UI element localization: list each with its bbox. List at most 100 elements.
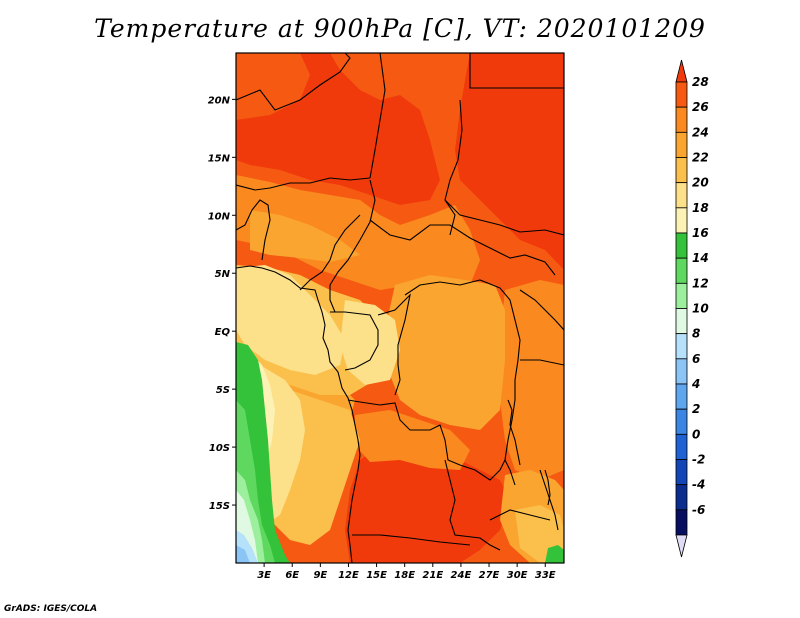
lon-tick-label: 33E [535, 570, 556, 581]
colorbar-box [675, 333, 688, 360]
colorbar-box [675, 232, 688, 259]
lake-malawi [544, 469, 551, 506]
border-drc-angola [347, 399, 461, 466]
coastline [236, 265, 361, 563]
region-southeast-14 [545, 545, 564, 563]
border-east-lakes [499, 287, 521, 461]
lon-tick-label: 9E [313, 570, 327, 581]
colorbar-label: 0 [692, 427, 700, 441]
colorbar-box [675, 207, 688, 234]
colorbar-box [675, 182, 688, 209]
lon-tick-label: 24E [451, 570, 472, 581]
border-nigeria-north [236, 177, 371, 191]
border-namibia [352, 534, 471, 546]
colorbar-box [675, 282, 688, 309]
longitude-axis: 3E 6E 9E 12E 15E 18E 21E 24E 27E 30E 33E [257, 563, 556, 581]
lon-tick-label: 12E [338, 570, 359, 581]
region-congo-inland-18 [340, 300, 400, 385]
border-cameroon [329, 179, 376, 313]
colorbar-label: -6 [692, 503, 705, 517]
border-zambia-drc [459, 458, 516, 486]
border-gabon-congo [330, 311, 379, 371]
lat-tick-label: 15N [208, 153, 231, 164]
colorbar-label: 8 [692, 327, 700, 341]
region-zambia-hot [345, 440, 510, 563]
lat-tick-label: 20N [208, 95, 231, 106]
border-sudan-south [444, 199, 564, 236]
lon-tick-label: 18E [394, 570, 415, 581]
colorbar-box [675, 509, 688, 536]
colorbar-box [675, 484, 688, 511]
lat-tick-label: EQ [215, 327, 231, 338]
colorbar-label: 10 [692, 302, 709, 316]
colorbar-label: 28 [692, 75, 709, 89]
border-congo-drc [377, 293, 411, 396]
footer-credit: GrADS: IGES/COLA [4, 604, 98, 614]
colorbar-box [675, 81, 688, 108]
colorbar-label: 16 [692, 226, 709, 240]
region-angola-warm [355, 410, 470, 470]
border-tanzania [520, 359, 564, 366]
colorbar-box [675, 257, 688, 284]
lat-tick-label: 5N [215, 269, 231, 280]
lon-tick-label: 6E [285, 570, 299, 581]
border-angola-zambia [444, 459, 501, 551]
lake-tanganyika [507, 399, 521, 466]
border-uganda-kenya [519, 289, 564, 331]
latitude-axis: 20N 15N 10N 5N EQ 5S 10S 15S [208, 95, 236, 512]
colorbar-box [675, 408, 688, 435]
colorbar-label: 22 [692, 151, 709, 165]
lat-tick-label: 10N [208, 211, 231, 222]
colorbar-box [675, 131, 688, 158]
colorbar-box [675, 459, 688, 486]
colorbar-label: 14 [692, 251, 709, 265]
colorbar-bottom-triangle [675, 534, 688, 558]
region-east-lakes-warm [500, 280, 564, 480]
lon-tick-label: 27E [479, 570, 500, 581]
border-niger-chad [369, 53, 386, 179]
lat-tick-label: 15S [209, 501, 230, 512]
border-chad-car [369, 219, 556, 276]
colorbar-label: 2 [692, 402, 700, 416]
region-congo-22 [385, 275, 505, 430]
border-nigeria-cameroon [299, 214, 361, 291]
border-sudan-north [469, 53, 564, 89]
colorbar-box [675, 308, 688, 335]
border-zimbabwe [489, 509, 551, 521]
colorbar-label: 6 [692, 352, 700, 366]
region-cameroon-22 [250, 210, 360, 262]
region-nigeria-warm [236, 175, 480, 290]
colorbar-box [675, 383, 688, 410]
colorbar-label: -2 [692, 453, 705, 467]
lon-tick-label: 30E [507, 570, 528, 581]
region-sudan-hot [455, 53, 564, 270]
colorbar-label: 4 [691, 377, 700, 391]
colorbar-box [675, 157, 688, 184]
colorbar-label: 24 [692, 125, 709, 139]
border-niger-mali [236, 53, 351, 111]
lat-tick-label: 5S [216, 385, 230, 396]
map-frame [235, 52, 565, 564]
colorbar-label: 12 [692, 276, 709, 290]
region-gulf-guinea-18 [236, 265, 345, 375]
colorbar-box [675, 106, 688, 133]
lat-tick-label: 10S [209, 443, 230, 454]
colorbar-top-triangle [675, 59, 688, 83]
border-car-drc [404, 279, 501, 296]
lon-tick-label: 21E [422, 570, 443, 581]
border-chad-sudan [444, 99, 463, 236]
colorbar-box [675, 358, 688, 385]
colorbar-label: 20 [692, 176, 709, 190]
region-benguela-6b [236, 545, 250, 563]
country-borders [236, 53, 564, 563]
temperature-field [236, 53, 564, 563]
lon-tick-label: 15E [366, 570, 387, 581]
colorbar-box [675, 433, 688, 460]
lon-tick-label: 3E [257, 570, 271, 581]
border-benin [236, 199, 271, 261]
border-malawi [539, 469, 559, 531]
colorbar-label: 18 [692, 201, 709, 215]
chart-title: Temperature at 900hPa [C], VT: 202010120… [94, 14, 706, 43]
